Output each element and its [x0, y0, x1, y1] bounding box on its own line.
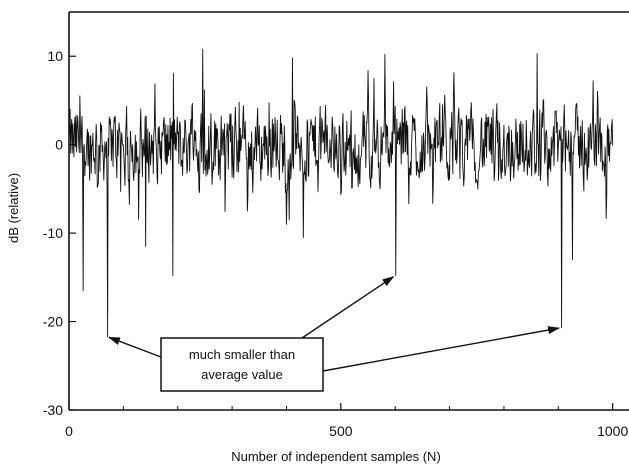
annotation-box — [160, 337, 324, 392]
annotation: much smaller than average value — [107, 276, 561, 392]
x-tick-label: 500 — [329, 423, 353, 439]
x-tick-label: 1000 — [597, 423, 628, 439]
y-tick-label: 10 — [47, 48, 63, 64]
annotation-arrow — [107, 336, 162, 358]
axes: 100-10-20-300 500 1000 — [43, 11, 629, 439]
y-tick-label: -30 — [43, 402, 63, 418]
y-axis-label: dB (relative) — [6, 173, 21, 243]
y-tick-label: -10 — [43, 225, 63, 241]
series — [69, 48, 614, 338]
x-tick-label: 0 — [65, 423, 73, 439]
annotation-arrow — [322, 326, 561, 372]
x-axis-label: Number of independent samples (N) — [231, 449, 441, 464]
annotation-line-1: much smaller than — [189, 347, 295, 362]
signal-line — [69, 48, 614, 338]
y-tick-label: 0 — [55, 137, 63, 153]
y-tick-label: -20 — [43, 314, 63, 330]
annotation-line-2: average value — [201, 367, 283, 382]
annotation-arrow — [301, 276, 395, 339]
